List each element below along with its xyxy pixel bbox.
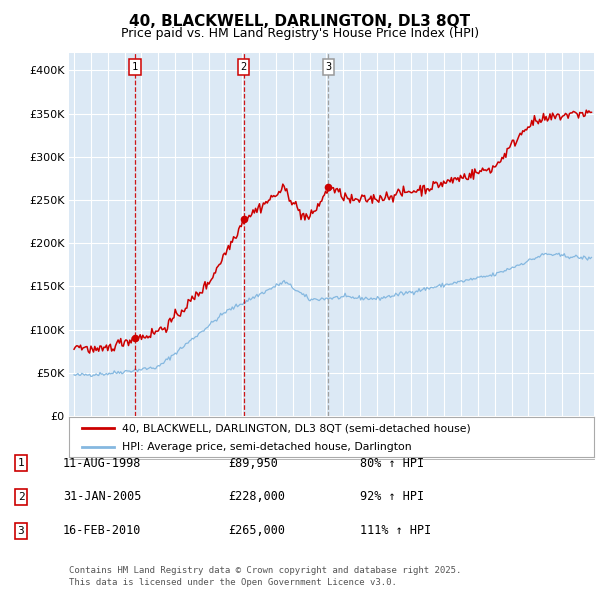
Text: 40, BLACKWELL, DARLINGTON, DL3 8QT (semi-detached house): 40, BLACKWELL, DARLINGTON, DL3 8QT (semi… bbox=[121, 424, 470, 434]
Text: 3: 3 bbox=[17, 526, 25, 536]
Text: 80% ↑ HPI: 80% ↑ HPI bbox=[360, 457, 424, 470]
Text: £265,000: £265,000 bbox=[228, 525, 285, 537]
Text: Contains HM Land Registry data © Crown copyright and database right 2025.
This d: Contains HM Land Registry data © Crown c… bbox=[69, 566, 461, 587]
Text: 40, BLACKWELL, DARLINGTON, DL3 8QT: 40, BLACKWELL, DARLINGTON, DL3 8QT bbox=[130, 14, 470, 28]
Text: £89,950: £89,950 bbox=[228, 457, 278, 470]
Text: 1: 1 bbox=[17, 458, 25, 468]
Text: 111% ↑ HPI: 111% ↑ HPI bbox=[360, 525, 431, 537]
Text: 2: 2 bbox=[17, 492, 25, 502]
Text: 92% ↑ HPI: 92% ↑ HPI bbox=[360, 490, 424, 503]
Text: £228,000: £228,000 bbox=[228, 490, 285, 503]
Text: 3: 3 bbox=[325, 62, 332, 72]
Text: 2: 2 bbox=[241, 62, 247, 72]
Text: HPI: Average price, semi-detached house, Darlington: HPI: Average price, semi-detached house,… bbox=[121, 442, 411, 452]
Text: 1: 1 bbox=[131, 62, 138, 72]
Text: 11-AUG-1998: 11-AUG-1998 bbox=[63, 457, 142, 470]
Text: 31-JAN-2005: 31-JAN-2005 bbox=[63, 490, 142, 503]
Text: Price paid vs. HM Land Registry's House Price Index (HPI): Price paid vs. HM Land Registry's House … bbox=[121, 27, 479, 40]
Text: 16-FEB-2010: 16-FEB-2010 bbox=[63, 525, 142, 537]
